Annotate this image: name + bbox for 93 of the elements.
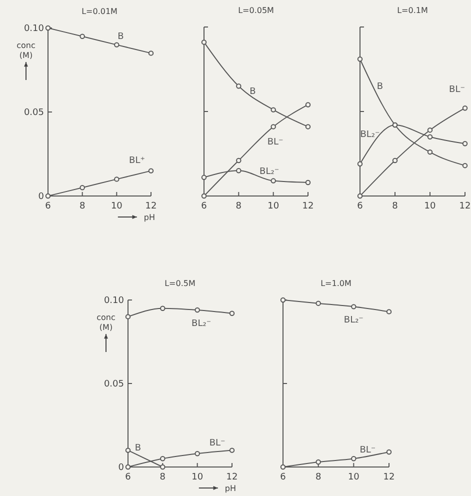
x-tick-label: 10: [424, 201, 436, 212]
point: [351, 304, 356, 310]
series-label: B: [376, 82, 384, 92]
point: [305, 102, 311, 108]
point: [386, 449, 392, 455]
x-tick-label: 10: [110, 201, 123, 212]
y-tick-label: 0.10: [24, 24, 44, 34]
x-tick-label: 8: [79, 201, 86, 212]
point: [270, 124, 276, 130]
point: [351, 456, 356, 462]
series-label: BL₂⁻: [344, 316, 364, 326]
point: [270, 178, 276, 184]
series-label: BL₂⁻: [260, 166, 280, 177]
point: [316, 459, 321, 465]
series-label: BL⁻: [360, 446, 376, 456]
series-label: BL₂⁻: [192, 319, 212, 330]
x-axis-title: pH: [224, 484, 236, 493]
chart-title: L=0.1M: [397, 6, 428, 15]
chart-title: L=0.05M: [238, 6, 274, 15]
series-label: BL₂⁻: [360, 130, 380, 140]
series-label: B: [134, 443, 142, 454]
point: [392, 158, 398, 164]
x-axis-title: pH: [144, 213, 155, 222]
point: [194, 307, 200, 313]
point: [148, 50, 154, 56]
point: [357, 161, 363, 166]
point: [236, 84, 242, 89]
point: [357, 193, 363, 199]
y-tick-label: 0: [38, 192, 44, 202]
x-tick-label: 10: [268, 201, 280, 212]
point: [201, 193, 207, 199]
x-tick-label: 6: [280, 472, 286, 482]
point: [316, 300, 321, 306]
point: [80, 34, 85, 40]
point: [201, 174, 207, 180]
y-tick-label: 0.05: [104, 379, 124, 390]
x-tick-label: 12: [383, 472, 395, 482]
point: [462, 141, 468, 146]
point: [114, 42, 120, 48]
chart-title: L=0.01M: [82, 7, 118, 16]
point: [229, 310, 235, 316]
point: [80, 184, 85, 190]
x-tick-label: 10: [348, 472, 360, 482]
series-label: B: [118, 32, 124, 42]
x-tick-label: 12: [226, 472, 238, 482]
point: [280, 464, 286, 470]
point: [270, 107, 276, 112]
y-axis-title: conc (M): [96, 313, 116, 332]
y-tick-label: 0: [118, 462, 124, 473]
point: [236, 168, 242, 174]
point: [462, 162, 468, 168]
point: [427, 127, 433, 133]
x-tick-label: 8: [160, 472, 166, 482]
x-tick-label: 12: [302, 201, 314, 212]
series-label: BL⁺: [129, 156, 146, 166]
point: [357, 56, 363, 62]
point: [148, 168, 154, 174]
x-tick-label: 10: [192, 472, 204, 482]
series-label: BL⁻: [267, 138, 284, 148]
series-label: B: [250, 87, 256, 98]
y-tick-label: 0.10: [104, 296, 124, 306]
x-tick-label: 8: [236, 201, 242, 212]
point: [305, 124, 311, 130]
y-tick-label: 0.05: [24, 108, 44, 118]
point: [125, 448, 131, 453]
point: [160, 456, 166, 462]
point: [194, 451, 200, 456]
x-tick-label: 6: [125, 472, 132, 482]
point: [160, 306, 166, 311]
x-tick-label: 12: [459, 201, 471, 212]
point: [427, 134, 433, 140]
y-axis-title: conc (M): [16, 41, 36, 60]
x-tick-label: 6: [357, 201, 364, 212]
point: [125, 314, 131, 320]
x-tick-label: 6: [201, 201, 208, 212]
point: [229, 448, 235, 453]
x-tick-label: 12: [145, 201, 157, 212]
point: [236, 158, 242, 164]
chart-title: L=1.0M: [320, 279, 352, 288]
point: [125, 464, 131, 470]
point: [462, 106, 468, 111]
point: [305, 180, 311, 186]
point: [427, 149, 433, 155]
point: [45, 193, 51, 199]
chart-title: L=0.5M: [164, 279, 196, 288]
x-tick-label: 8: [315, 472, 322, 482]
point: [386, 309, 392, 314]
series-label: BL⁻: [209, 438, 226, 449]
x-tick-label: 6: [45, 201, 52, 212]
point: [201, 40, 207, 45]
x-tick-label: 8: [392, 201, 398, 212]
point: [114, 176, 120, 182]
series-label: BL⁻: [449, 85, 466, 96]
